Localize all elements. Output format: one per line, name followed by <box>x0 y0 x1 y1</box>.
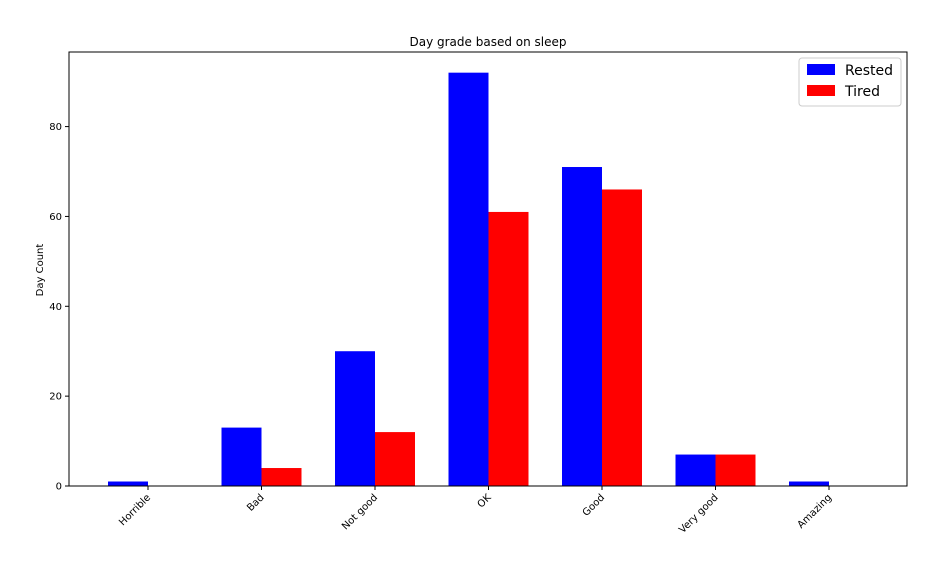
bar-rested-4 <box>562 167 602 486</box>
bar-rested-3 <box>448 72 489 487</box>
bar-tired-5 <box>715 454 756 486</box>
bar-tired-2 <box>375 432 415 486</box>
legend-swatch-rested <box>807 64 835 75</box>
bar-tired-4 <box>602 189 642 486</box>
y-axis-label: Day Count <box>35 244 46 297</box>
legend: Rested Tired <box>798 57 902 107</box>
y-tick-label: 40 <box>49 302 62 313</box>
y-tick-label: 0 <box>56 482 62 493</box>
legend-label-rested: Rested <box>845 63 893 79</box>
y-tick-label: 60 <box>49 212 62 223</box>
chart-title: Day grade based on sleep <box>410 35 567 49</box>
y-tick-label: 20 <box>49 392 62 403</box>
bar-rested-2 <box>335 351 375 486</box>
plot-frame <box>68 51 908 487</box>
bar-rested-1 <box>221 427 262 486</box>
bar-rested-6 <box>789 481 829 486</box>
bar-tired-1 <box>261 468 302 486</box>
bar-tired-3 <box>488 211 529 487</box>
legend-label-tired: Tired <box>844 84 880 100</box>
bars-group <box>108 72 829 487</box>
bar-rested-0 <box>108 481 148 486</box>
y-tick-label: 80 <box>49 122 62 133</box>
bar-rested-5 <box>675 454 716 486</box>
y-axis-ticks: 0 20 40 60 80 <box>49 122 69 493</box>
legend-swatch-tired <box>807 85 835 96</box>
